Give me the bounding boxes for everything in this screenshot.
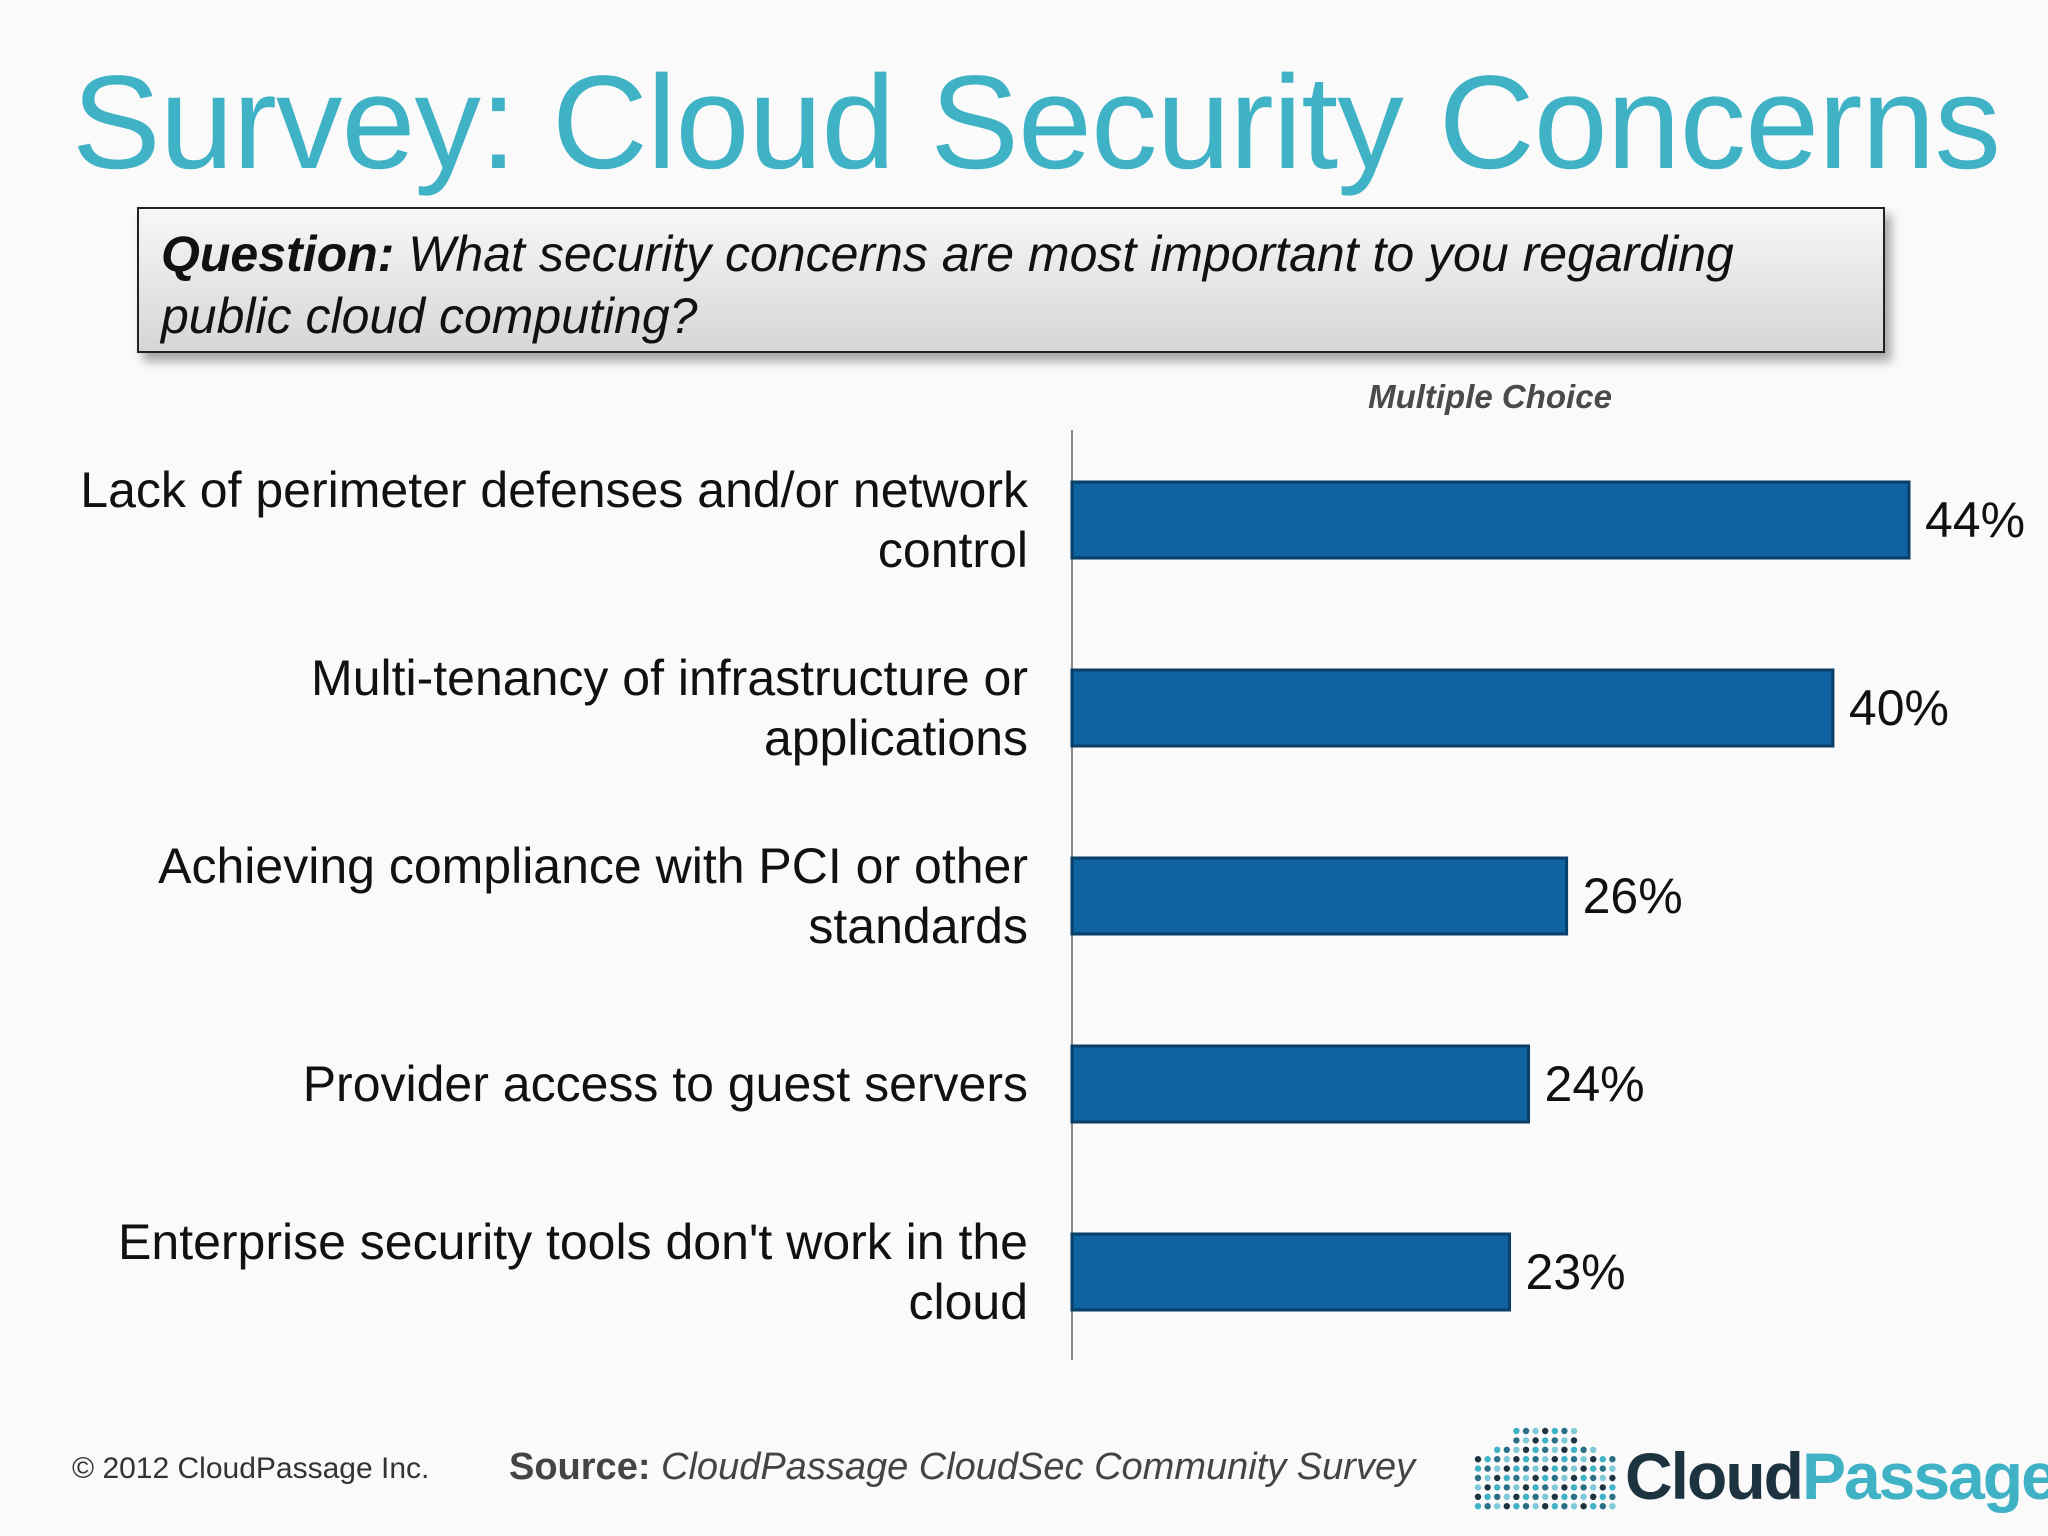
question-label: Question: [161, 226, 395, 282]
bar [1070, 856, 1569, 936]
logo-word-passage: Passage [1801, 1439, 2048, 1513]
bar-value-label: 26% [1583, 868, 1683, 924]
bar-chart: 44% Lack of perimeter defenses and/or net… [80, 430, 2025, 1360]
bar [1070, 480, 1911, 560]
bar [1070, 1232, 1512, 1312]
category-label: Lack of perimeter defenses and/or networ… [80, 462, 1029, 578]
footer-source: Source: CloudPassage CloudSec Community … [509, 1446, 1415, 1489]
bar-value-label: 40% [1849, 680, 1949, 736]
source-label: Source: [509, 1446, 651, 1488]
company-logo: CloudPassage [1625, 1438, 2048, 1514]
bar-value-label: 24% [1545, 1056, 1645, 1112]
category-label: Multi-tenancy of infrastructure or applic… [311, 650, 1028, 766]
question-box: Question: What security concerns are mos… [137, 207, 1885, 353]
logo-word-cloud: Cloud [1625, 1439, 1804, 1513]
source-text: CloudPassage CloudSec Community Survey [661, 1446, 1416, 1488]
category-label: Achieving compliance with PCI or other st… [158, 838, 1028, 954]
category-label: Enterprise security tools don't work in … [118, 1214, 1028, 1330]
cloud-dots-icon [1474, 1427, 1616, 1510]
category-label: Provider access to guest servers [303, 1056, 1028, 1112]
chart-subtitle: Multiple Choice [1368, 378, 1612, 415]
bar [1070, 1044, 1531, 1124]
bar-value-label: 44% [1925, 492, 2025, 548]
question-text: What security concerns are most importan… [161, 226, 1734, 344]
copyright-text: © 2012 CloudPassage Inc. [72, 1452, 430, 1485]
bar-value-label: 23% [1526, 1244, 1626, 1300]
slide-title: Survey: Cloud Security Concerns [72, 49, 2001, 197]
bar [1070, 668, 1835, 748]
